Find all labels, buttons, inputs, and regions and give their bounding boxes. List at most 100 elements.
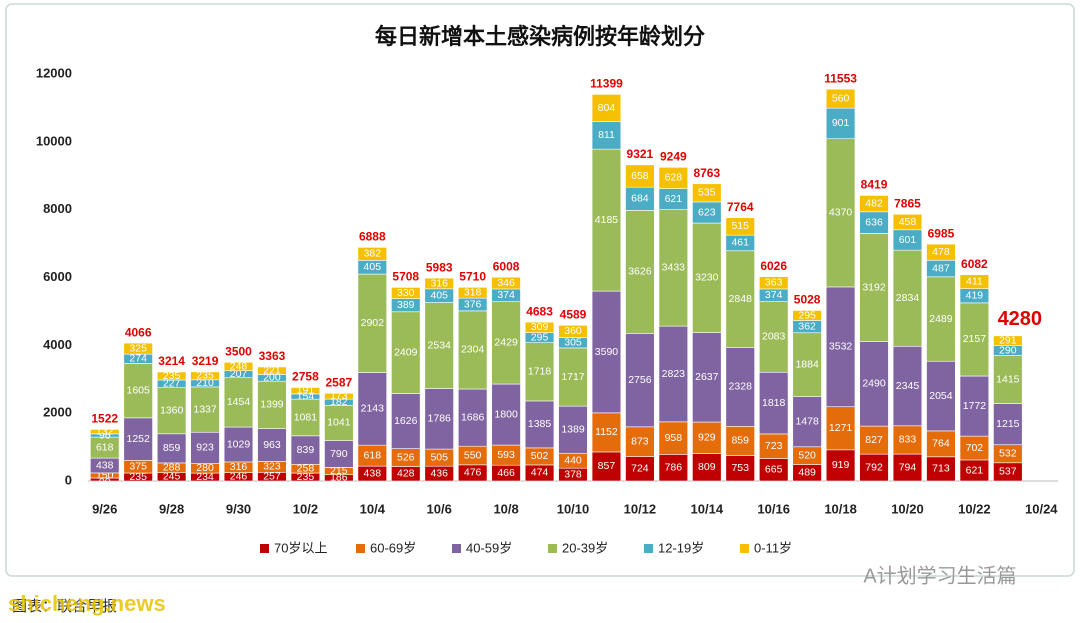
segment-label: 2637 xyxy=(695,371,719,383)
segment-label: 628 xyxy=(665,172,683,184)
bar-segment xyxy=(892,345,923,427)
total-label: 7865 xyxy=(894,196,921,210)
segment-label: 438 xyxy=(96,459,114,471)
bar-segment xyxy=(926,430,956,458)
segment-label: 288 xyxy=(163,462,181,474)
bar-segment xyxy=(859,233,889,342)
legend-swatch xyxy=(356,544,365,553)
segment-label: 363 xyxy=(765,277,783,289)
total-label: 4066 xyxy=(125,325,152,339)
segment-label: 478 xyxy=(932,246,950,258)
bar-segment xyxy=(457,310,488,390)
total-label: 6082 xyxy=(961,257,988,271)
segment-label: 235 xyxy=(129,471,147,483)
segment-label: 502 xyxy=(531,450,549,462)
bar-segment xyxy=(926,456,956,482)
segment-label: 246 xyxy=(230,471,248,483)
segment-label: 873 xyxy=(631,435,649,447)
legend-swatch xyxy=(452,544,461,553)
x-tick-label: 10/24 xyxy=(1025,501,1058,516)
bar-segment xyxy=(692,332,722,423)
segment-label: 291 xyxy=(999,335,1017,347)
segment-label: 411 xyxy=(966,275,983,287)
total-label: 3363 xyxy=(259,349,286,363)
x-tick-label: 10/20 xyxy=(891,501,924,516)
bar-segment xyxy=(692,453,722,482)
total-label: 4683 xyxy=(526,304,553,318)
bar-segment xyxy=(859,453,889,482)
segment-label: 132 xyxy=(96,425,114,437)
segment-label: 257 xyxy=(263,470,281,482)
segment-label: 96 xyxy=(99,429,111,441)
total-label: 3214 xyxy=(158,354,185,368)
segment-label: 295 xyxy=(531,331,549,343)
segment-label: 2489 xyxy=(929,313,953,325)
segment-label: 330 xyxy=(397,287,415,299)
segment-label: 258 xyxy=(297,462,315,474)
segment-label: 520 xyxy=(798,449,816,461)
bar-segment xyxy=(926,276,956,362)
bar-segment xyxy=(156,371,187,381)
segment-label: 3626 xyxy=(628,266,652,278)
bar-segment xyxy=(725,426,755,456)
segment-label: 1360 xyxy=(160,405,184,417)
segment-label: 753 xyxy=(731,462,749,474)
segment-label: 318 xyxy=(464,287,482,299)
segment-label: 375 xyxy=(129,460,147,472)
segment-label: 280 xyxy=(196,462,214,474)
x-tick-label: 10/22 xyxy=(958,501,991,516)
segment-label: 305 xyxy=(564,337,582,349)
bar-segment xyxy=(457,388,488,447)
segment-label: 376 xyxy=(464,298,482,310)
total-label: 3219 xyxy=(192,354,219,368)
total-label: 2758 xyxy=(292,370,319,384)
bar-segment xyxy=(759,276,789,290)
x-tick-label: 10/4 xyxy=(360,501,386,516)
bar-segment xyxy=(625,164,655,188)
bar-segment xyxy=(90,429,120,435)
segment-label: 2902 xyxy=(361,317,385,329)
segment-label: 466 xyxy=(497,467,515,479)
segment-label: 839 xyxy=(297,444,315,456)
segment-label: 362 xyxy=(798,320,816,332)
total-label: 8763 xyxy=(693,166,720,180)
bar-segment xyxy=(625,456,655,482)
segment-label: 811 xyxy=(598,129,615,141)
bar-segment xyxy=(123,417,153,461)
total-label: 8419 xyxy=(861,178,888,192)
bar-segment xyxy=(491,383,521,446)
bar-segment xyxy=(591,148,622,292)
segment-label: 210 xyxy=(196,377,214,389)
segment-label: 235 xyxy=(163,370,181,382)
y-tick-label: 8000 xyxy=(43,201,72,216)
bar-segment xyxy=(591,94,622,122)
segment-label: 1718 xyxy=(528,366,552,378)
segment-label: 235 xyxy=(297,471,315,483)
segment-label: 234 xyxy=(196,471,214,483)
bar-segment xyxy=(257,428,287,462)
bar-segment xyxy=(591,121,622,150)
segment-label: 2490 xyxy=(862,378,886,390)
segment-label: 1454 xyxy=(227,396,251,408)
segment-label: 438 xyxy=(364,467,382,479)
bar-segment xyxy=(993,355,1023,404)
segment-label: 593 xyxy=(497,449,515,461)
segment-label: 476 xyxy=(464,467,482,479)
segment-label: 461 xyxy=(731,237,749,249)
bar-segment xyxy=(792,310,822,321)
segment-label: 1337 xyxy=(193,403,217,415)
x-tick-label: 9/30 xyxy=(226,501,251,516)
segment-label: 724 xyxy=(631,463,649,475)
bar-segment xyxy=(825,138,856,288)
x-tick-label: 10/8 xyxy=(493,501,518,516)
segment-label: 2534 xyxy=(428,339,452,351)
segment-label: 859 xyxy=(731,435,749,447)
segment-label: 274 xyxy=(129,353,147,365)
segment-label: 191 xyxy=(297,384,315,396)
bar-segment xyxy=(759,433,789,459)
y-tick-label: 4000 xyxy=(43,337,72,352)
x-tick-label: 10/16 xyxy=(757,501,790,516)
segment-label: 378 xyxy=(564,468,582,480)
x-tick-label: 10/12 xyxy=(624,501,657,516)
total-label: 4589 xyxy=(560,308,587,322)
